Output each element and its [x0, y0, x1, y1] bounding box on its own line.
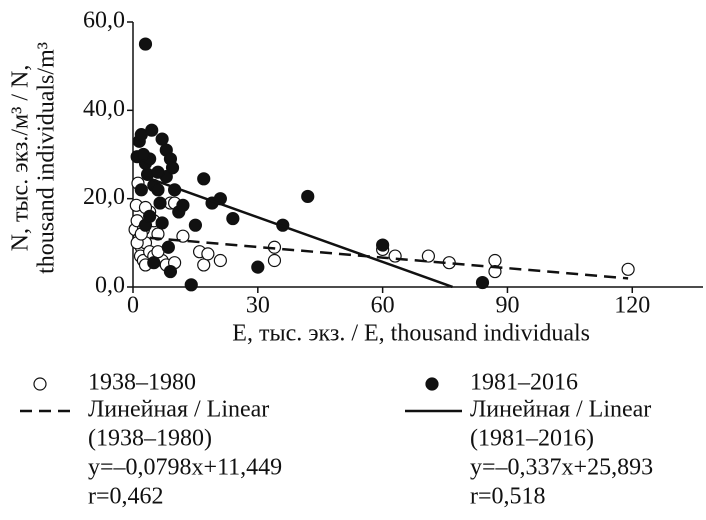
legend-label: Линейная / Linear	[470, 397, 651, 423]
point	[136, 147, 151, 162]
point	[151, 183, 165, 197]
legend-label: (1981–2016)	[470, 426, 594, 452]
point	[201, 247, 215, 261]
point	[475, 275, 490, 290]
x-axis-label: E, тыс. экз. / E, thousand individuals	[232, 321, 590, 347]
y-tick-label: 40,0	[83, 96, 125, 122]
y-axis-label: N, тыс. экз./м³ / N,	[8, 65, 34, 252]
point	[197, 172, 211, 186]
point	[188, 218, 203, 232]
point	[421, 249, 436, 263]
x-tick-label: 60	[371, 293, 395, 319]
point	[226, 211, 240, 226]
legend-label: (1938–1980)	[88, 426, 212, 452]
point	[388, 249, 402, 263]
legend-label: 1981–2016	[470, 370, 578, 396]
point	[488, 253, 502, 268]
x-tick-label: 0	[127, 293, 139, 319]
point	[155, 132, 169, 146]
point	[145, 123, 159, 137]
legend-label: Линейная / Linear	[88, 397, 269, 423]
y-tick-label: 0,0	[95, 273, 125, 299]
point	[301, 189, 315, 204]
y-tick-label: 60,0	[83, 8, 125, 34]
legend-label: y=–0,0798x+11,449	[88, 455, 282, 481]
trend-line	[149, 236, 629, 280]
y-axis-label: thousand individuals/m³	[34, 42, 60, 274]
point	[376, 238, 390, 252]
point	[147, 256, 161, 270]
point	[165, 161, 180, 175]
point	[138, 37, 153, 51]
point	[213, 253, 227, 268]
point	[153, 196, 167, 210]
trend-line	[145, 175, 453, 289]
point	[176, 198, 190, 212]
point	[184, 278, 198, 292]
x-tick-label: 120	[614, 293, 650, 319]
legend-label: r=0,518	[470, 484, 546, 510]
legend-label: r=0,462	[88, 484, 164, 510]
point	[134, 183, 148, 197]
legend-marker	[425, 377, 439, 391]
point	[155, 216, 169, 230]
x-tick-label: 30	[246, 293, 270, 319]
legend-label: 1938–1980	[88, 370, 196, 396]
point	[251, 260, 265, 274]
point	[163, 264, 178, 279]
point	[143, 209, 157, 223]
point	[151, 165, 165, 179]
y-tick-label: 20,0	[83, 184, 125, 210]
x-tick-label: 90	[495, 293, 519, 319]
point	[267, 253, 282, 268]
point	[161, 240, 175, 254]
legend-marker	[33, 377, 47, 391]
point	[621, 262, 635, 276]
point	[197, 258, 211, 272]
legend-label: y=–0,337x+25,893	[470, 455, 653, 481]
